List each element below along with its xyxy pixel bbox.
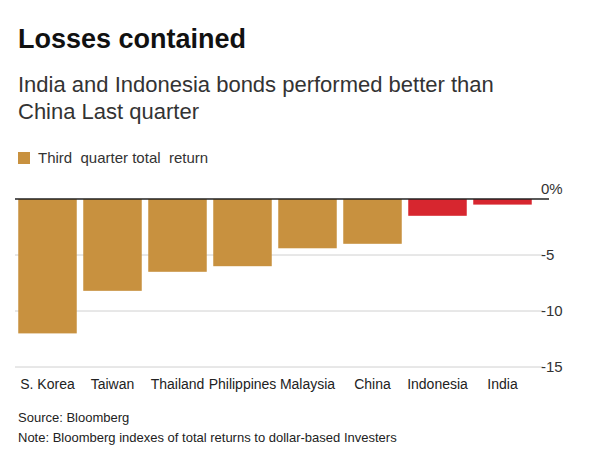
subtitle: India and Indonesia bonds performed bett… bbox=[18, 72, 494, 124]
y-tick-label: -5 bbox=[541, 246, 554, 263]
x-tick-label: Philippines bbox=[209, 376, 277, 392]
legend-label: Third quarter total return bbox=[38, 149, 208, 166]
bar bbox=[408, 199, 467, 216]
note: Note: Bloomberg indexes of total returns… bbox=[18, 430, 397, 445]
y-tick-label: 0% bbox=[541, 180, 563, 197]
x-tick-label: Malaysia bbox=[280, 376, 335, 392]
x-tick-label: India bbox=[487, 376, 518, 392]
x-tick-label: Indonesia bbox=[407, 376, 468, 392]
legend-swatch bbox=[18, 152, 30, 164]
grid-line bbox=[15, 367, 543, 368]
y-tick-label: -10 bbox=[541, 302, 563, 319]
x-tick-label: Taiwan bbox=[91, 376, 135, 392]
x-tick-label: China bbox=[354, 376, 391, 392]
bars bbox=[18, 199, 532, 333]
bar bbox=[213, 199, 272, 266]
y-tick-label: -15 bbox=[541, 358, 563, 375]
bar bbox=[278, 199, 337, 248]
source: Source: Bloomberg bbox=[18, 410, 129, 425]
bar bbox=[18, 199, 77, 333]
title: Losses contained bbox=[18, 24, 246, 54]
chart: Losses contained India and Indonesia bond… bbox=[0, 0, 600, 456]
x-tick-label: Thailand bbox=[151, 376, 205, 392]
x-tick-label: S. Korea bbox=[20, 376, 75, 392]
bar bbox=[473, 199, 532, 205]
bar bbox=[148, 199, 207, 272]
bar bbox=[83, 199, 142, 291]
zero-line bbox=[15, 198, 549, 200]
bar bbox=[343, 199, 402, 244]
grid-line bbox=[15, 311, 543, 312]
